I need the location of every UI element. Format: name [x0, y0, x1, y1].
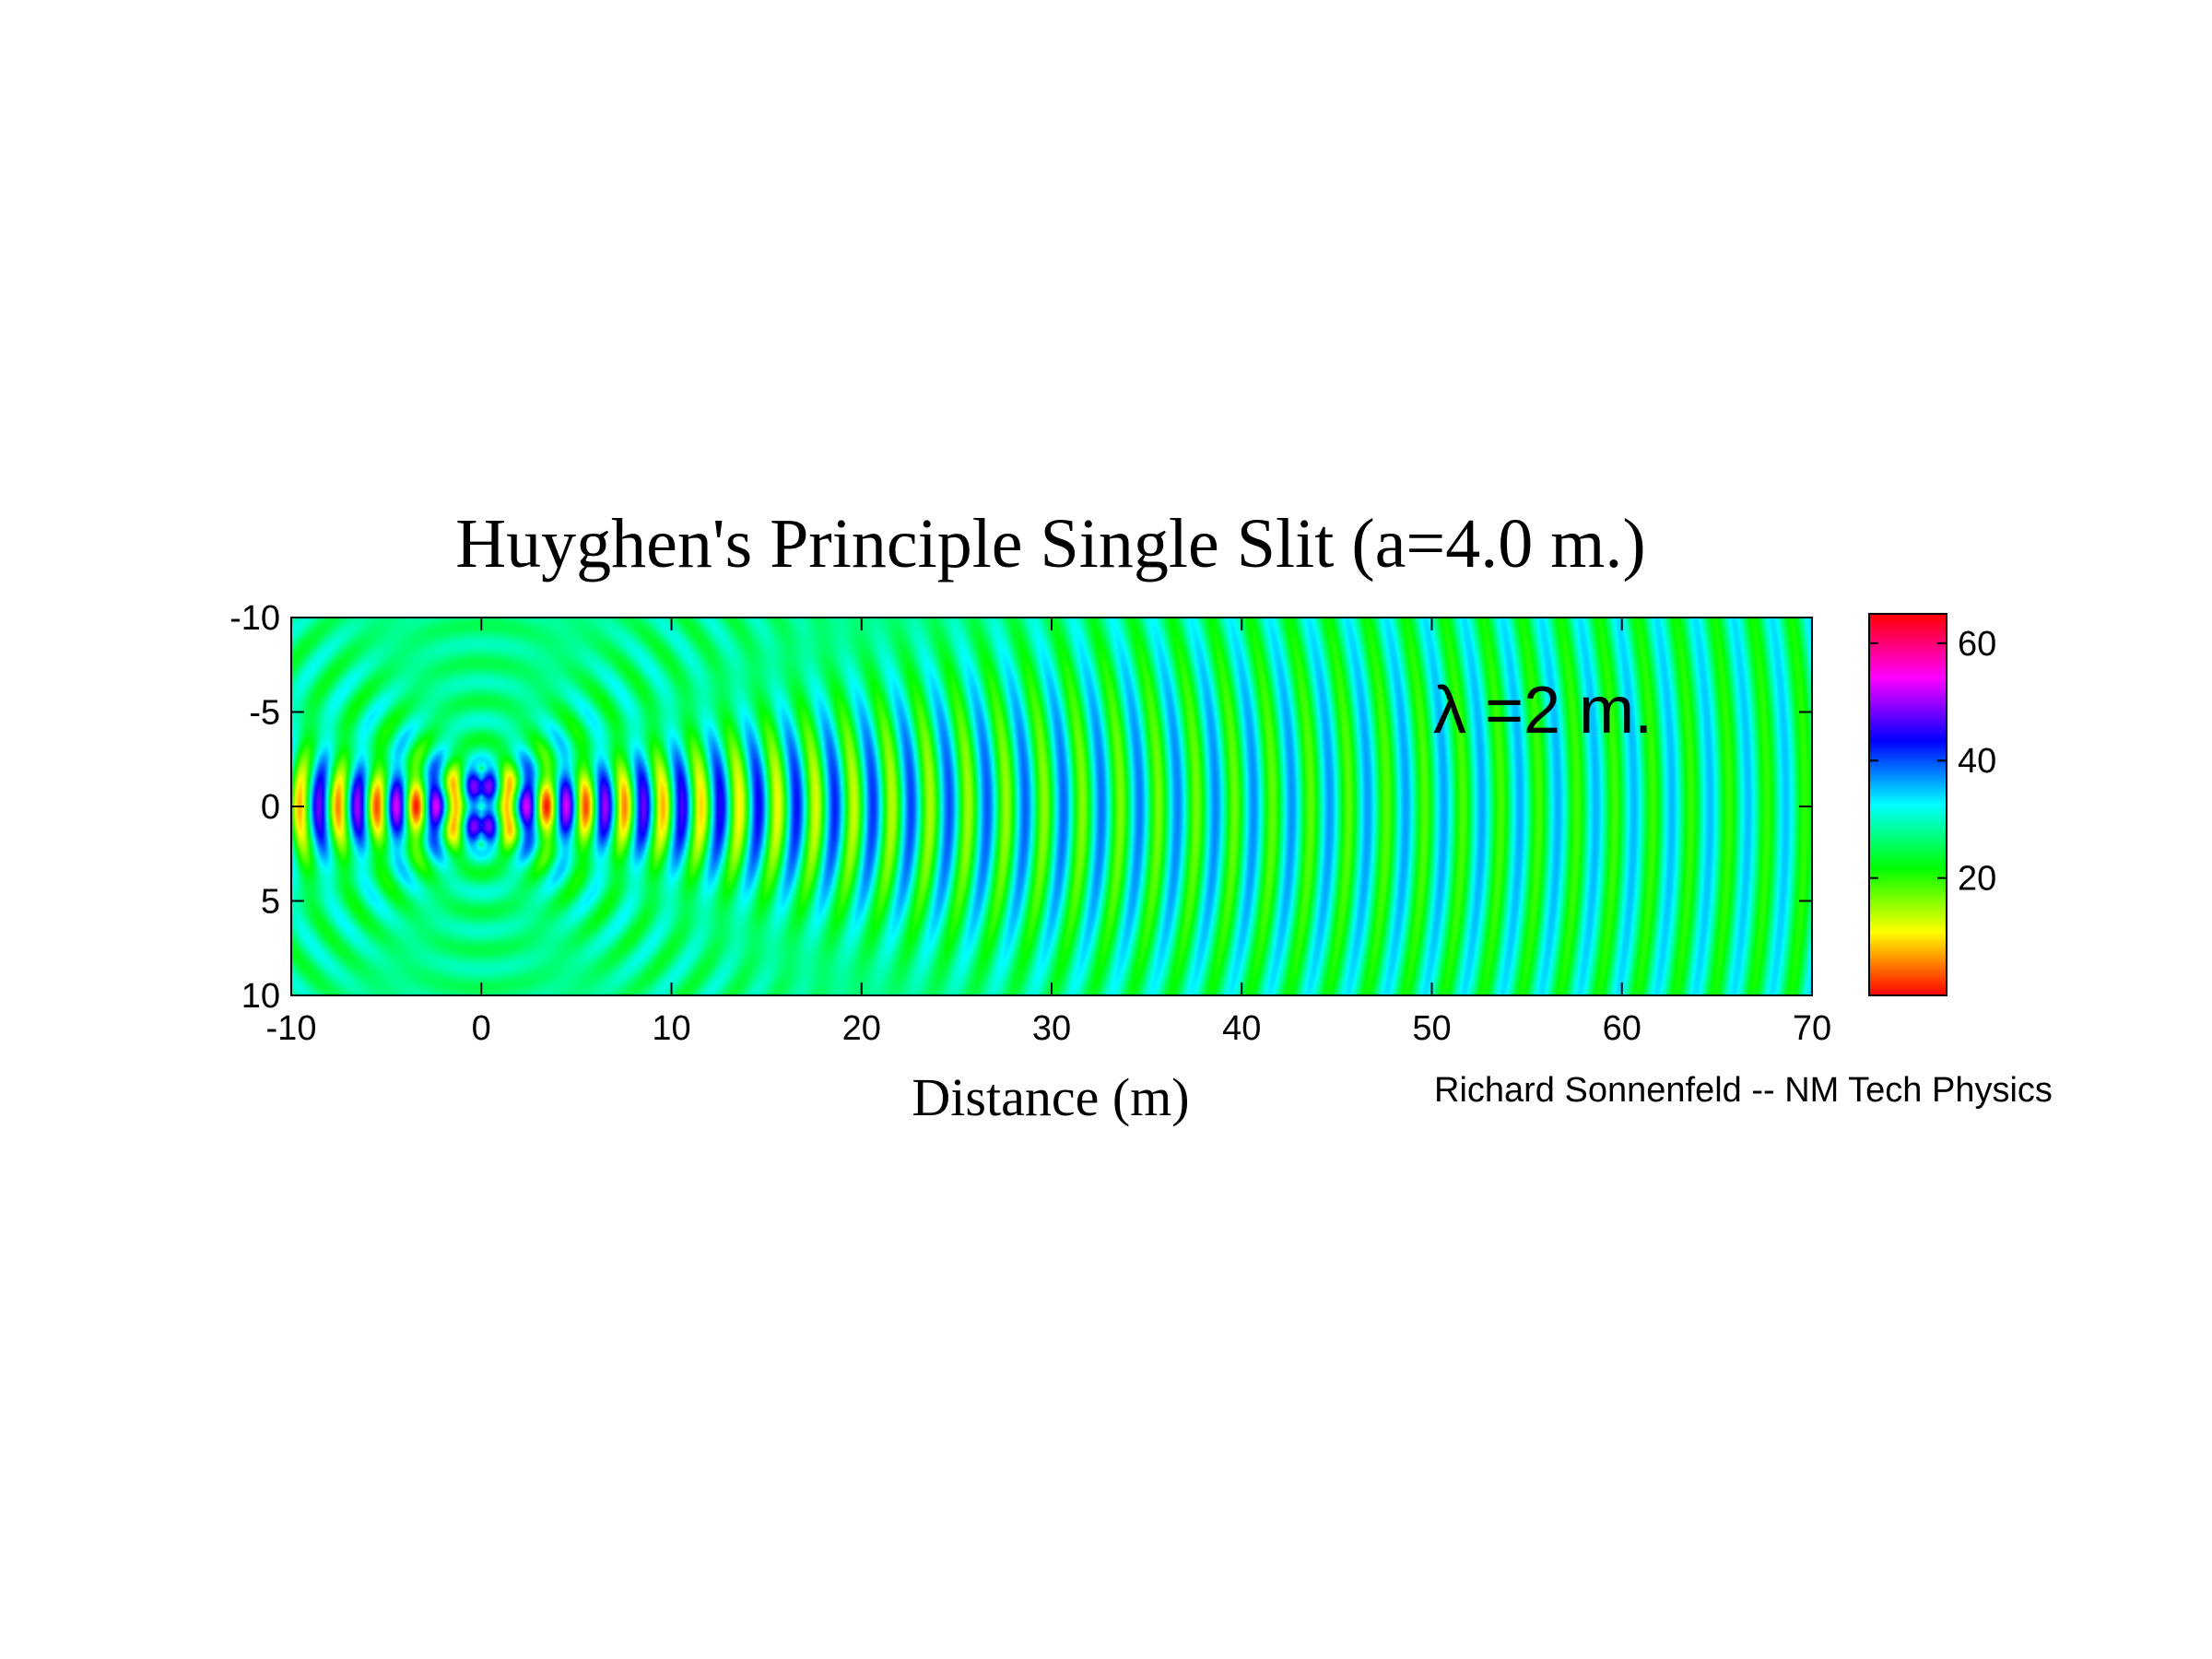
x-axis-label: Distance (m)	[912, 1067, 1189, 1127]
credit-text: Richard Sonnenfeld -- NM Tech Physics	[1434, 1071, 2053, 1110]
colorbar-tick-label: 40	[1958, 742, 1996, 781]
y-tick-label: 5	[261, 883, 280, 922]
chart-title: Huyghen's Principle Single Slit (a=4.0 m…	[455, 505, 1645, 582]
wavelength-annotation: λ =2 m.	[1433, 674, 1653, 747]
x-tick-label: 60	[1603, 1009, 1641, 1048]
y-tick-label: -10	[229, 599, 280, 638]
y-tick-label: -5	[249, 694, 280, 733]
colorbar-tick-label: 20	[1958, 860, 1996, 899]
heatmap-image	[291, 618, 1812, 995]
plot-area: -10 0 10 20 30 40 50 60 70 -10 -5 0 5 10	[229, 599, 1831, 1048]
y-tick-label: 10	[241, 977, 280, 1016]
colorbar-tick-label: 60	[1958, 625, 1996, 664]
x-tick-label: 70	[1793, 1009, 1831, 1048]
x-tick-label: 40	[1222, 1009, 1261, 1048]
x-tick-label: -10	[266, 1009, 317, 1048]
y-tick-label: 0	[261, 788, 280, 827]
colorbar-gradient	[1868, 613, 1947, 996]
x-tick-label: 30	[1032, 1009, 1071, 1048]
x-tick-label: 10	[652, 1009, 690, 1048]
x-tick-label: 20	[842, 1009, 881, 1048]
x-tick-label: 50	[1412, 1009, 1451, 1048]
colorbar: 20 40 60	[1868, 613, 1996, 996]
x-axis: -10 0 10 20 30 40 50 60 70	[266, 618, 1831, 1048]
y-axis: -10 -5 0 5 10	[229, 599, 1812, 1016]
x-tick-label: 0	[472, 1009, 491, 1048]
colorbar-ticks: 20 40 60	[1869, 625, 1996, 899]
